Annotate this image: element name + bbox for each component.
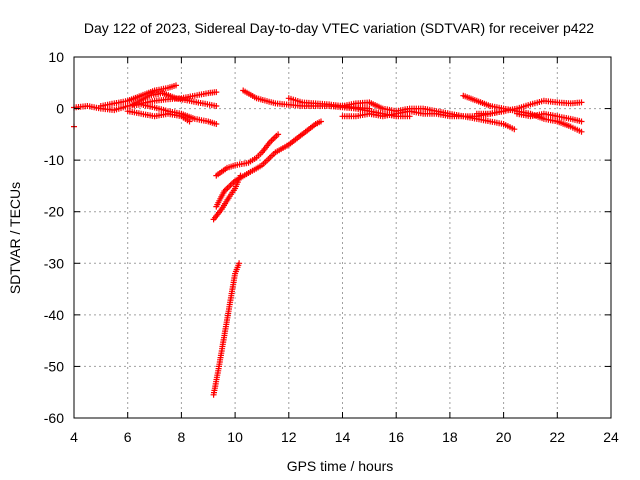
axis-ticks: 4 6 8 10 12 14 16 18 20 22 24 -60 -50 -40 -30 -20 -10 0 10 (44, 49, 619, 445)
x-tick-label: 16 (388, 429, 404, 445)
data-point (173, 82, 179, 89)
x-tick-label: 8 (178, 429, 186, 445)
x-tick-label: 10 (227, 429, 243, 445)
x-tick-label: 14 (335, 429, 351, 445)
data-point (578, 118, 585, 125)
y-tick-label: -20 (44, 204, 64, 220)
y-tick-label: -40 (44, 307, 64, 323)
x-tick-label: 12 (281, 429, 297, 445)
data-point (236, 260, 243, 267)
data-points (71, 82, 585, 398)
data-point (275, 131, 282, 138)
x-tick-label: 22 (550, 429, 566, 445)
y-tick-label: -60 (44, 410, 64, 426)
data-point (186, 118, 193, 125)
y-tick-label: 0 (56, 101, 64, 117)
x-tick-label: 4 (70, 429, 78, 445)
x-tick-label: 20 (496, 429, 512, 445)
y-tick-label: -50 (44, 358, 64, 374)
x-tick-label: 6 (124, 429, 132, 445)
y-tick-label: -30 (44, 255, 64, 271)
y-axis-label: SDTVAR / TECUs (7, 182, 23, 294)
x-tick-label: 18 (442, 429, 458, 445)
data-point (213, 103, 220, 109)
data-point (366, 105, 373, 112)
x-tick-label: 24 (603, 429, 619, 445)
y-tick-label: 10 (48, 49, 64, 65)
data-point (213, 89, 220, 96)
data-point (406, 113, 413, 120)
chart-title: Day 122 of 2023, Sidereal Day-to-day VTE… (84, 20, 594, 36)
data-point (578, 128, 585, 135)
data-point (213, 121, 220, 127)
data-point (511, 126, 518, 133)
data-point (578, 99, 585, 106)
data-point (318, 118, 324, 125)
y-tick-label: -10 (44, 152, 64, 168)
x-axis-label: GPS time / hours (287, 458, 394, 474)
